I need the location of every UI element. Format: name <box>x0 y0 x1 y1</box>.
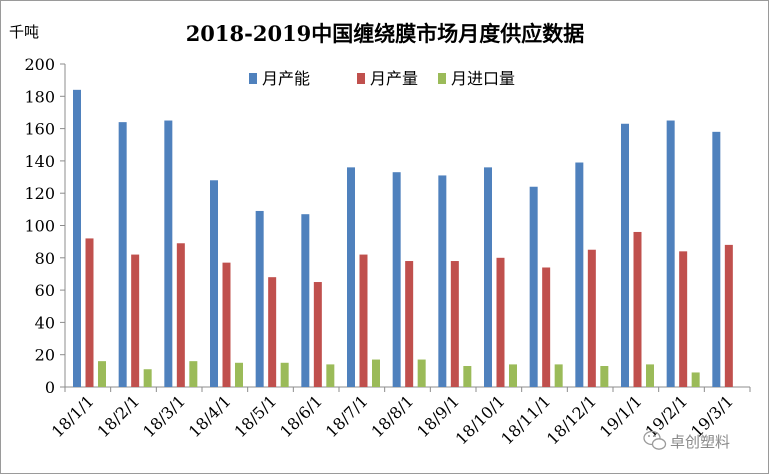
y-tick-label-5: 100 <box>24 217 55 236</box>
bar-3-18/6/1 <box>326 364 335 387</box>
legend-swatch-3 <box>438 73 446 84</box>
wechat-icon <box>643 430 667 450</box>
bar-1-19/2/1 <box>666 120 675 388</box>
bar-2-19/3/1 <box>724 244 733 387</box>
bar-1-18/5/1 <box>255 210 264 387</box>
bar-2-18/4/1 <box>222 262 231 387</box>
legend: 月产能 月产量 月进口量 <box>249 69 515 88</box>
bar-2-18/2/1 <box>131 254 140 387</box>
bar-2-18/10/1 <box>496 257 505 387</box>
bar-3-18/12/1 <box>600 366 609 387</box>
y-tick-label-8: 160 <box>24 120 55 139</box>
bar-2-18/6/1 <box>313 282 322 387</box>
plot-area: 02040608010012014016018020018/1/118/2/11… <box>24 55 751 448</box>
bar-2-18/3/1 <box>176 243 185 387</box>
bar-3-18/5/1 <box>280 362 289 387</box>
y-unit-label: 千吨 <box>9 23 39 41</box>
bar-1-18/6/1 <box>301 214 310 387</box>
bar-1-18/11/1 <box>529 186 538 387</box>
x-tick-label-18/3/1: 18/3/1 <box>139 391 189 441</box>
bar-2-18/8/1 <box>405 261 414 387</box>
bar-3-18/2/1 <box>143 369 152 387</box>
legend-label-3: 月进口量 <box>451 69 515 88</box>
bar-2-19/1/1 <box>633 231 642 387</box>
bar-3-18/11/1 <box>554 364 563 387</box>
bar-3-18/10/1 <box>509 364 517 387</box>
y-tick-label-1: 20 <box>35 346 55 365</box>
bar-2-18/11/1 <box>542 267 551 387</box>
bar-3-18/3/1 <box>189 361 198 387</box>
bar-3-19/1/1 <box>646 364 654 387</box>
y-tick-label-10: 200 <box>24 55 55 74</box>
y-tick-label-7: 140 <box>24 152 55 171</box>
y-tick-label-3: 60 <box>35 281 55 300</box>
bar-1-18/10/1 <box>484 167 492 387</box>
watermark-text: 卓创塑料 <box>670 433 730 451</box>
x-tick-label-18/1/1: 18/1/1 <box>48 391 98 441</box>
bar-2-18/9/1 <box>450 261 459 387</box>
legend-swatch-2 <box>357 73 365 84</box>
x-tick-label-18/12/1: 18/12/1 <box>543 391 600 448</box>
bar-2-18/5/1 <box>268 277 277 387</box>
bar-2-18/12/1 <box>587 249 596 387</box>
legend-swatch-1 <box>249 73 257 84</box>
bar-3-18/1/1 <box>98 361 106 387</box>
bar-1-19/1/1 <box>621 123 629 387</box>
x-tick-label-18/2/1: 18/2/1 <box>93 391 143 441</box>
bar-1-18/12/1 <box>575 162 584 387</box>
bar-1-18/9/1 <box>438 175 447 387</box>
bar-3-19/2/1 <box>691 372 700 387</box>
x-tick-label-18/7/1: 18/7/1 <box>322 391 372 441</box>
y-tick-label-2: 40 <box>35 313 55 332</box>
x-tick-label-18/4/1: 18/4/1 <box>185 391 235 441</box>
chart-title: 2018-2019中国缠绕膜市场月度供应数据 <box>186 21 585 46</box>
x-tick-label-18/5/1: 18/5/1 <box>230 391 280 441</box>
y-tick-label-4: 80 <box>35 249 55 268</box>
y-tick-label-9: 180 <box>24 87 55 106</box>
bar-1-18/3/1 <box>164 120 173 388</box>
x-tick-label-18/10/1: 18/10/1 <box>452 391 509 448</box>
bar-1-18/4/1 <box>210 180 218 387</box>
legend-label-1: 月产能 <box>262 69 310 88</box>
bar-1-18/7/1 <box>347 167 355 387</box>
y-tick-label-6: 120 <box>24 184 55 203</box>
bar-2-18/1/1 <box>85 238 94 387</box>
bar-1-18/1/1 <box>73 89 81 387</box>
bar-1-18/2/1 <box>118 122 127 387</box>
bar-3-18/9/1 <box>463 366 472 387</box>
bar-2-19/2/1 <box>679 251 688 387</box>
bar-3-18/4/1 <box>235 362 243 387</box>
bar-1-19/3/1 <box>712 131 721 387</box>
bar-3-18/8/1 <box>417 359 426 387</box>
bar-1-18/8/1 <box>392 172 401 387</box>
x-tick-label-18/11/1: 18/11/1 <box>497 391 554 448</box>
x-tick-label-18/8/1: 18/8/1 <box>367 391 417 441</box>
x-tick-label-19/1/1: 19/1/1 <box>596 391 646 441</box>
x-tick-label-18/6/1: 18/6/1 <box>276 391 326 441</box>
watermark: 卓创塑料 <box>643 430 730 451</box>
bar-3-18/7/1 <box>372 359 380 387</box>
y-tick-label-0: 0 <box>45 378 55 397</box>
bar-2-18/7/1 <box>359 254 368 387</box>
legend-label-2: 月产量 <box>370 69 418 88</box>
